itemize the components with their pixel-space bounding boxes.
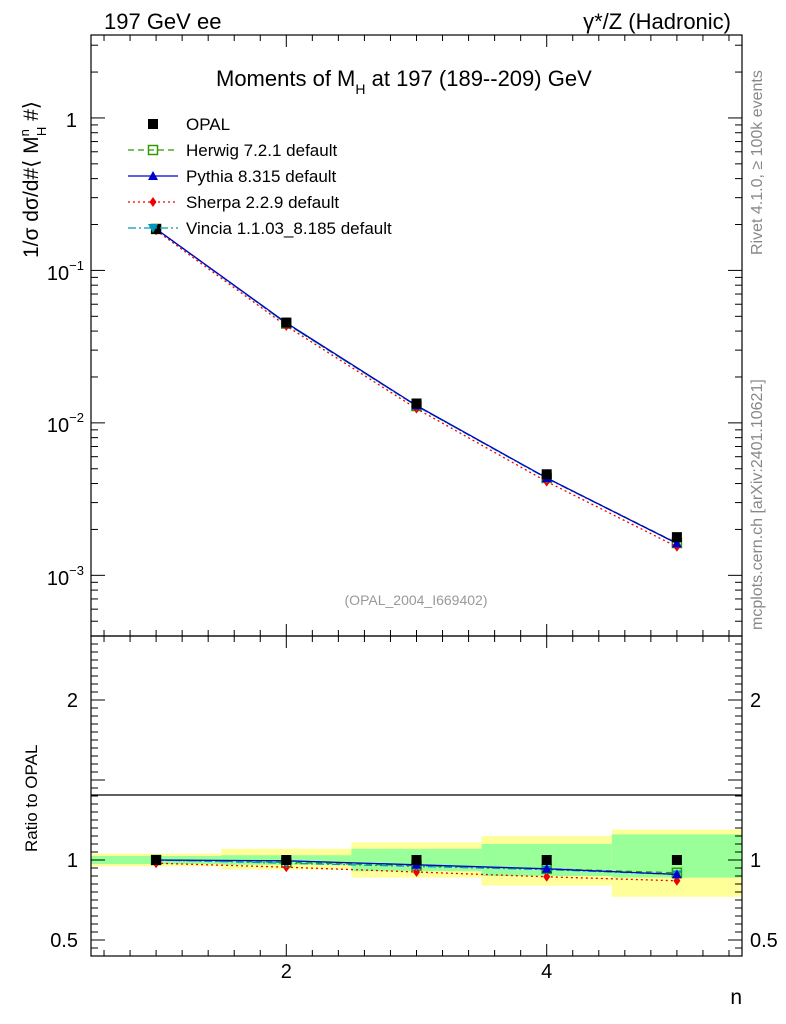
x-tick-label: 2 bbox=[281, 961, 292, 983]
data-point bbox=[671, 538, 682, 548]
y-tick-label: 1 bbox=[66, 110, 77, 132]
data-point bbox=[413, 867, 420, 877]
data-point bbox=[671, 869, 682, 879]
analysis-id-label: (OPAL_2004_I669402) bbox=[345, 592, 488, 608]
data-point bbox=[148, 119, 158, 129]
ratio-tick-labels: 0.5 0.5 1 1 2 2 bbox=[50, 690, 778, 952]
data-point bbox=[151, 855, 162, 865]
data-point bbox=[411, 855, 422, 865]
plot-title: Moments of MH at 197 (189--209) GeV bbox=[216, 66, 592, 97]
data-point bbox=[149, 197, 157, 207]
ratio-tick-label: 1 bbox=[67, 850, 78, 872]
header-left-label: 197 GeV ee bbox=[104, 9, 221, 34]
series-line bbox=[155, 228, 678, 544]
data-point bbox=[671, 855, 682, 865]
ratio-axis-label: Ratio to OPAL bbox=[22, 745, 41, 852]
legend-item: Pythia 8.315 default bbox=[128, 167, 337, 186]
data-point bbox=[151, 223, 162, 234]
data-point bbox=[541, 469, 552, 480]
data-point bbox=[148, 171, 158, 180]
y-tick-label: 10−1 bbox=[47, 258, 84, 285]
legend-item: Herwig 7.2.1 default bbox=[128, 141, 337, 160]
series-line bbox=[155, 228, 678, 544]
data-point bbox=[671, 532, 682, 543]
header-right-label: γ*/Z (Hadronic) bbox=[583, 9, 731, 34]
data-point bbox=[411, 398, 422, 409]
x-tick-label: 4 bbox=[541, 961, 552, 983]
series-pythia bbox=[151, 223, 682, 879]
series-opal bbox=[151, 223, 682, 865]
data-series bbox=[150, 223, 683, 886]
series-line bbox=[155, 228, 678, 544]
legend-item: OPAL bbox=[148, 115, 230, 134]
series-vincia bbox=[151, 224, 682, 880]
y-tick-label: 10−2 bbox=[47, 410, 84, 437]
data-point bbox=[541, 855, 552, 865]
legend: OPAL Herwig 7.2.1 default Pythia 8.315 def… bbox=[128, 115, 392, 238]
series-sherpa bbox=[152, 225, 681, 886]
mcplots-reference-label: mcplots.cern.ch [arXiv:2401.10621] bbox=[749, 379, 766, 630]
ratio-plot-frame bbox=[90, 635, 743, 957]
legend-label: OPAL bbox=[186, 115, 230, 134]
x-axis-label: n bbox=[730, 986, 742, 1009]
legend-label: Herwig 7.2.1 default bbox=[186, 141, 337, 160]
y-tick-labels: 1 10−1 10−2 10−3 bbox=[47, 110, 84, 590]
rivet-version-label: Rivet 4.1.0, ≥ 100k events bbox=[749, 70, 766, 255]
data-point bbox=[541, 863, 552, 873]
data-point bbox=[543, 871, 551, 882]
ratio-tick-label: 2 bbox=[67, 690, 78, 712]
legend-label: Sherpa 2.2.9 default bbox=[186, 193, 339, 212]
data-point bbox=[148, 224, 158, 233]
y-tick-label: 10−3 bbox=[47, 563, 84, 590]
axis-ticks bbox=[91, 35, 742, 956]
y-axis-label: 1/σ dσ/d#⟨ Mn H #⟩ bbox=[17, 101, 49, 258]
ratio-tick-label: 0.5 bbox=[750, 930, 778, 952]
legend-item: Sherpa 2.2.9 default bbox=[128, 193, 339, 212]
series-herwig bbox=[150, 223, 683, 879]
legend-label: Pythia 8.315 default bbox=[186, 167, 337, 186]
ratio-tick-label: 0.5 bbox=[50, 930, 78, 952]
data-point bbox=[281, 317, 292, 328]
ratio-tick-label: 2 bbox=[750, 690, 761, 712]
legend-item: Vincia 1.1.03_8.185 default bbox=[128, 219, 392, 238]
data-point bbox=[281, 855, 292, 865]
legend-label: Vincia 1.1.03_8.185 default bbox=[186, 219, 392, 238]
series-line bbox=[155, 229, 678, 548]
ratio-tick-label: 1 bbox=[750, 850, 761, 872]
data-point bbox=[147, 144, 159, 156]
